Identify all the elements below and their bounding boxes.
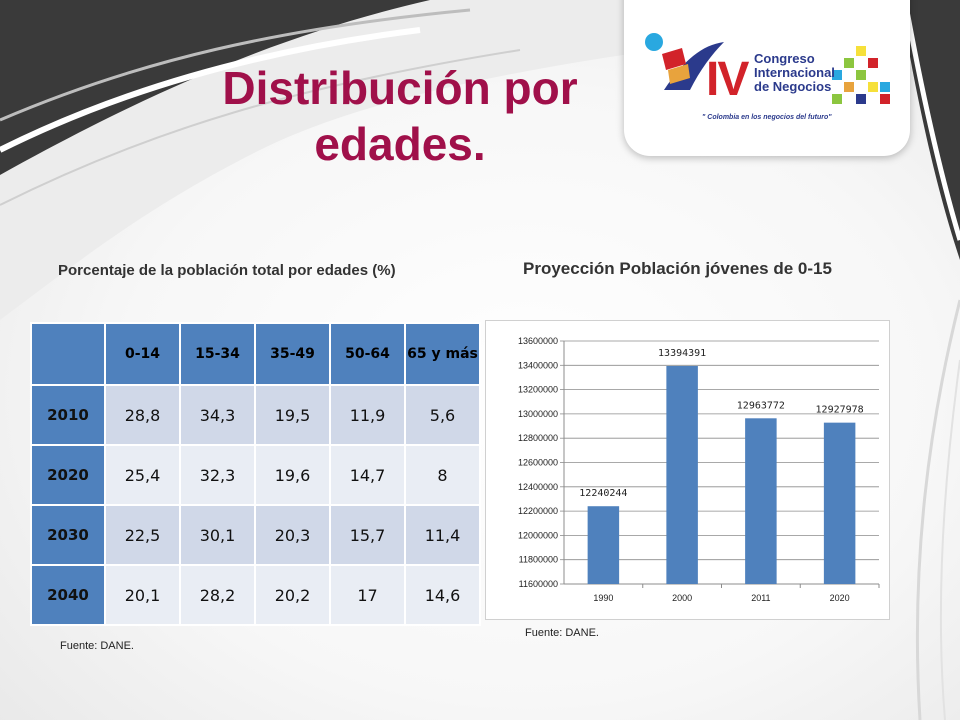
table-caption: Porcentaje de la población total por eda… [58,262,396,279]
table-header-cell: 0-14 [104,322,181,386]
chart-bar [587,506,620,584]
row-year: 2020 [30,444,106,506]
data-label: 12963772 [737,400,785,411]
y-tick-label: 13200000 [518,385,558,395]
chart-panel: 11600000 11800000 12000000 12200000 12400000… [485,320,890,620]
data-label: 12927978 [816,405,864,416]
table-cell: 19,6 [254,444,331,506]
x-tick-label: 2000 [672,593,692,603]
population-table: 0-14 15-34 35-49 50-64 65 y más 2010 28,… [30,322,481,626]
table-header-cell: 35-49 [254,322,331,386]
y-tick-label: 13400000 [518,360,558,370]
table-cell: 25,4 [104,444,181,506]
logo-numeral: IV [706,53,749,106]
bar-chart: 11600000 11800000 12000000 12200000 12400000… [518,336,880,603]
table-row: 2020 25,4 32,3 19,6 14,7 8 [30,444,481,506]
y-tick-label: 12400000 [518,482,558,492]
table-source: Fuente: DANE. [60,640,134,652]
table-cell: 28,2 [179,564,256,626]
y-tick-label: 11600000 [519,579,558,589]
row-year: 2030 [30,504,106,566]
table-cell: 20,3 [254,504,331,566]
table-header-cell: 50-64 [329,322,406,386]
table-header-cell [30,322,106,386]
table-row: 2010 28,8 34,3 19,5 11,9 5,6 [30,384,481,446]
logo-line-3: de Negocios [754,79,832,94]
chart-bar [823,422,856,584]
y-tick-label: 13600000 [518,336,558,346]
logo-line-2: Internacional [754,65,835,80]
table-header-row: 0-14 15-34 35-49 50-64 65 y más [30,322,481,386]
chart-bar [745,418,777,584]
chart-bar [666,365,698,584]
table-cell: 19,5 [254,384,331,446]
table-row: 2030 22,5 30,1 20,3 15,7 11,4 [30,504,481,566]
logo-name: Congreso Internacional de Negocios [754,52,835,94]
data-label: 13394391 [658,348,706,359]
table-header-cell: 15-34 [179,322,256,386]
y-tick-label: 12600000 [518,458,558,468]
logo-figure-icon [645,33,890,104]
x-tick-label: 2020 [830,593,850,603]
table-cell: 14,6 [404,564,481,626]
row-year: 2040 [30,564,106,626]
table-cell: 5,6 [404,384,481,446]
congress-logo: IV Congreso Internacional de Negocios " … [624,0,910,156]
table-header-cell: 65 y más [404,322,481,386]
data-label: 12240244 [579,488,627,499]
chart-source: Fuente: DANE. [525,627,599,639]
chart-title: Proyección Población jóvenes de 0-15 [523,259,832,278]
table-cell: 28,8 [104,384,181,446]
y-tick-label: 12000000 [518,530,558,540]
x-tick-label: 2011 [751,593,770,603]
table-cell: 20,2 [254,564,331,626]
logo-slogan: " Colombia en los negocios del futuro" [702,114,832,121]
row-year: 2010 [30,384,106,446]
table-cell: 14,7 [329,444,406,506]
table-cell: 11,9 [329,384,406,446]
table-cell: 30,1 [179,504,256,566]
table-row: 2040 20,1 28,2 20,2 17 14,6 [30,564,481,626]
x-tick-label: 1990 [593,593,613,603]
y-tick-label: 12800000 [518,433,558,443]
y-tick-label: 13000000 [518,409,558,419]
page-title: Distribución por edades. [222,62,578,170]
table-cell: 22,5 [104,504,181,566]
table-cell: 11,4 [404,504,481,566]
table-cell: 32,3 [179,444,256,506]
y-tick-label: 11800000 [519,555,558,565]
table-cell: 34,3 [179,384,256,446]
table-cell: 17 [329,564,406,626]
table-cell: 8 [404,444,481,506]
table-cell: 15,7 [329,504,406,566]
y-tick-label: 12200000 [518,506,558,516]
logo-line-1: Congreso [754,51,815,66]
table-cell: 20,1 [104,564,181,626]
